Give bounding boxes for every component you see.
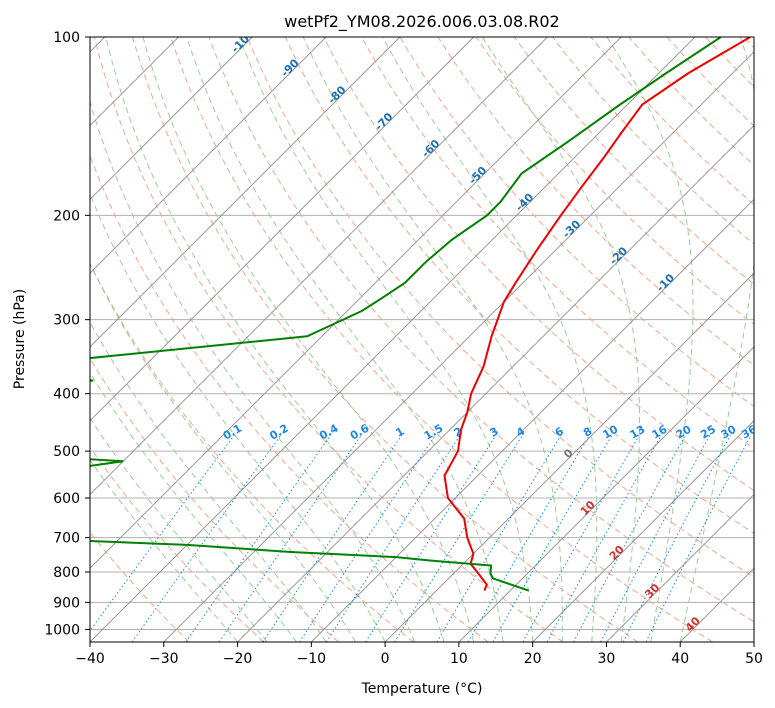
x-axis-label: Temperature (°C) <box>361 681 483 697</box>
mixing-ratio-line <box>299 434 436 642</box>
dry-adiabats <box>90 37 754 642</box>
mixing-ratio-line <box>546 434 662 642</box>
mixing-ratio-label: 36 <box>739 423 759 442</box>
x-tick-label: −20 <box>223 651 253 667</box>
x-tick-label: −40 <box>75 651 105 667</box>
dry-adiabat <box>399 37 754 407</box>
dry-adiabat <box>132 37 639 642</box>
moist-adiabat <box>90 321 327 642</box>
moist-adiabat <box>90 371 297 642</box>
plot-frame <box>89 36 755 643</box>
mixing-ratio-line <box>218 434 362 642</box>
dry-adiabat <box>513 37 754 285</box>
mixing-ratio-line <box>436 434 562 642</box>
x-tick-label: 0 <box>381 651 390 667</box>
mixing-ratio-line <box>394 434 523 642</box>
y-tick-label: 100 <box>53 30 80 46</box>
isotherm <box>237 124 754 642</box>
mixing-ratio-line <box>600 434 711 642</box>
dry-adiabat <box>628 37 754 166</box>
x-tick-label: 10 <box>450 651 468 667</box>
moist-adiabat <box>606 37 694 642</box>
y-tick-label: 200 <box>53 208 80 224</box>
dry-adiabat <box>437 37 754 366</box>
isotherm <box>458 346 754 642</box>
dry-adiabat <box>93 37 564 642</box>
isotherm <box>90 37 548 496</box>
x-tick-label: −10 <box>297 651 327 667</box>
moist-adiabat <box>90 192 386 642</box>
dry-adiabat <box>90 262 414 642</box>
dry-adiabat <box>90 446 265 642</box>
dry-adiabat <box>246 37 754 578</box>
mixing-ratio-line <box>262 434 403 642</box>
mixing-ratio-line <box>325 434 461 642</box>
profile-lines <box>90 37 751 592</box>
x-tick-label: 40 <box>671 651 689 667</box>
moist-adiabat <box>482 37 640 642</box>
isotherm <box>606 493 754 642</box>
isotherm <box>90 37 327 274</box>
mixing-ratio-line <box>90 434 235 632</box>
moist-adiabat <box>679 37 754 642</box>
plot-background <box>90 37 754 642</box>
dry-adiabat <box>208 37 754 623</box>
isotherm <box>532 419 754 642</box>
pressure-grid <box>90 37 754 630</box>
moist-adiabat <box>142 37 475 642</box>
moist-adiabat <box>238 37 534 642</box>
chart-title: wetPf2_YM08.2026.006.03.08.R02 <box>284 12 559 32</box>
mixing-ratio-line <box>365 434 497 642</box>
y-tick-label: 700 <box>53 531 80 547</box>
temperature-line <box>443 37 751 591</box>
mixing-ratio-line <box>645 434 752 642</box>
moist-adiabat <box>90 459 238 642</box>
y-axis-ticks: 100 200 300 400 500 600 700 800 900 1000 <box>44 30 90 638</box>
mixing-ratio-lines <box>90 434 752 642</box>
moist-adiabat <box>186 37 504 642</box>
isotherm <box>90 37 696 642</box>
x-tick-label: −30 <box>149 651 179 667</box>
y-tick-label: 600 <box>53 491 80 507</box>
y-tick-label: 500 <box>53 444 80 460</box>
y-tick-label: 1000 <box>44 622 80 638</box>
isotherm <box>90 37 475 422</box>
isotherm <box>384 272 754 642</box>
x-tick-label: 50 <box>745 651 763 667</box>
y-axis-label: Pressure (hPa) <box>12 289 28 389</box>
moist-adiabat <box>105 37 445 642</box>
y-tick-label: 300 <box>53 313 80 329</box>
isotherm <box>310 198 754 642</box>
moist-adiabat <box>382 37 598 642</box>
dewpoint-line <box>90 37 722 592</box>
mixing-ratio-line <box>573 434 686 642</box>
isotherm <box>90 37 401 348</box>
mixing-ratio-line <box>131 434 282 642</box>
dry-adiabat <box>170 37 713 642</box>
dry-adiabat <box>552 37 754 245</box>
x-tick-label: 20 <box>524 651 542 667</box>
isotherm <box>90 37 253 201</box>
dry-adiabat <box>323 37 754 492</box>
isotherm <box>163 51 754 642</box>
x-tick-label: 30 <box>598 651 616 667</box>
y-tick-label: 400 <box>53 387 80 403</box>
moist-adiabat <box>90 262 357 642</box>
isotherm <box>753 641 754 642</box>
y-tick-label: 800 <box>53 565 80 581</box>
y-tick-label: 900 <box>53 595 80 611</box>
x-axis-ticks: −40 −30 −20 −10 0 10 20 30 40 50 <box>75 642 763 667</box>
moist-adiabat <box>90 417 268 642</box>
moist-adiabat <box>302 37 563 642</box>
